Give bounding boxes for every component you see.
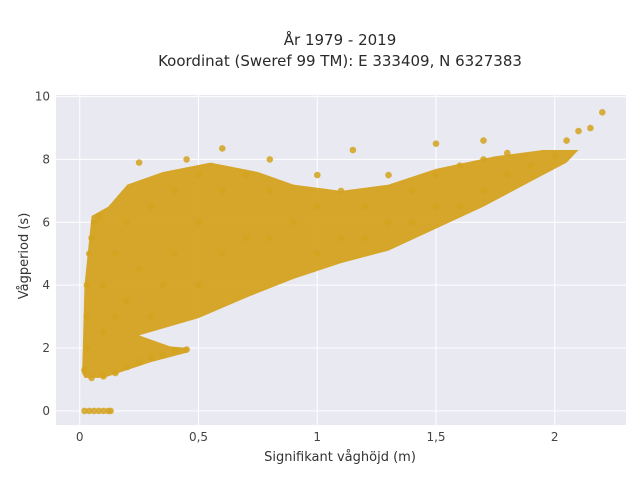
data-point-0-41 [242, 234, 250, 242]
data-point-0-6 [107, 407, 114, 415]
data-point-0-23 [183, 346, 190, 353]
data-point-0-10 [83, 281, 91, 289]
data-point-0-33 [159, 281, 167, 289]
data-point-0-64 [504, 149, 511, 157]
data-point-0-34 [171, 250, 179, 257]
data-point-0-30 [135, 266, 143, 273]
data-points [81, 109, 606, 415]
data-point-0-4 [100, 407, 107, 415]
data-point-0-68 [575, 127, 582, 135]
data-point-0-67 [563, 137, 570, 144]
data-point-0-19 [135, 358, 143, 366]
y-tick-label-1: 2 [42, 341, 50, 355]
data-point-0-14 [95, 212, 103, 220]
data-point-0-12 [88, 234, 95, 242]
data-point-0-13 [90, 219, 98, 226]
data-point-0-36 [195, 281, 202, 289]
data-point-0-77 [480, 137, 487, 144]
chart-title-line1: År 1979 - 2019 [284, 30, 397, 49]
data-point-0-32 [147, 203, 155, 210]
data-point-0-49 [337, 234, 345, 242]
data-point-0-46 [314, 250, 321, 257]
data-point-0-3 [95, 407, 103, 415]
data-point-0-9 [83, 313, 91, 320]
data-point-0-1 [86, 407, 93, 415]
data-point-0-61 [480, 187, 487, 195]
x-tick-label-0: 0 [76, 430, 84, 444]
y-tick-label-3: 6 [42, 215, 50, 229]
data-point-0-69 [587, 124, 594, 132]
data-point-0-66 [551, 153, 559, 160]
data-point-0-60 [456, 162, 464, 169]
data-point-0-65 [527, 162, 535, 169]
data-point-0-72 [183, 156, 190, 163]
y-tick-label-2: 4 [42, 278, 50, 292]
data-point-0-0 [81, 407, 88, 415]
data-point-0-44 [266, 187, 274, 195]
data-point-0-76 [432, 140, 440, 147]
data-point-0-70 [599, 109, 606, 116]
data-point-0-31 [147, 313, 155, 320]
data-point-0-16 [100, 373, 107, 380]
data-point-0-75 [349, 146, 357, 154]
data-point-0-63 [504, 171, 511, 179]
y-axis-label: Vågperiod (s) [17, 213, 32, 300]
data-point-0-35 [171, 187, 179, 195]
y-tick-label-5: 10 [35, 90, 50, 104]
x-tick-label-4: 2 [551, 430, 559, 444]
x-tick-label-3: 1,5 [426, 430, 445, 444]
data-point-0-18 [124, 363, 131, 371]
data-point-0-55 [409, 219, 416, 226]
data-point-0-48 [314, 171, 321, 179]
data-point-0-24 [100, 329, 107, 336]
data-point-0-27 [112, 250, 119, 257]
data-point-0-42 [242, 171, 250, 179]
data-point-0-58 [432, 171, 440, 179]
data-point-0-22 [171, 347, 179, 355]
y-tick-label-0: 0 [42, 404, 50, 418]
x-tick-label-2: 1 [313, 430, 321, 444]
data-point-0-11 [86, 250, 93, 257]
data-point-0-8 [83, 344, 91, 352]
data-point-0-57 [432, 203, 440, 210]
y-tick-label-4: 8 [42, 152, 50, 166]
x-axis-label: Signifikant våghöjd (m) [264, 450, 416, 465]
data-point-0-38 [195, 171, 202, 179]
data-point-0-73 [219, 145, 226, 152]
data-point-0-52 [361, 203, 369, 210]
data-point-0-56 [409, 187, 416, 195]
data-point-0-28 [124, 297, 131, 305]
data-point-0-43 [266, 234, 274, 242]
data-point-0-17 [112, 369, 119, 377]
data-point-0-20 [147, 354, 155, 361]
data-point-0-71 [135, 159, 143, 166]
x-axis-ticks: 0 0,5 1 1,5 2 [76, 430, 559, 444]
x-tick-label-1: 0,5 [189, 430, 208, 444]
data-point-0-51 [361, 234, 369, 242]
y-axis-ticks: 0 2 4 6 8 10 [35, 90, 50, 418]
point-density-area [82, 150, 579, 378]
data-point-0-45 [290, 219, 297, 226]
data-point-0-53 [385, 219, 392, 226]
chart-title-line2: Koordinat (Sweref 99 TM): E 333409, N 63… [158, 52, 522, 70]
data-point-0-21 [159, 351, 167, 358]
data-point-0-7 [81, 366, 88, 374]
data-point-0-54 [385, 171, 392, 179]
data-point-0-59 [456, 203, 464, 210]
data-point-0-47 [314, 203, 321, 210]
data-point-0-62 [480, 156, 487, 163]
data-point-0-2 [90, 407, 98, 415]
data-point-0-40 [219, 187, 226, 195]
data-point-0-26 [112, 313, 119, 320]
data-point-0-15 [88, 374, 95, 382]
data-point-0-74 [266, 156, 274, 163]
data-point-0-25 [100, 281, 107, 289]
data-point-0-50 [337, 187, 345, 195]
data-point-0-29 [124, 219, 131, 226]
data-point-0-39 [219, 250, 226, 257]
data-point-0-37 [195, 219, 202, 226]
